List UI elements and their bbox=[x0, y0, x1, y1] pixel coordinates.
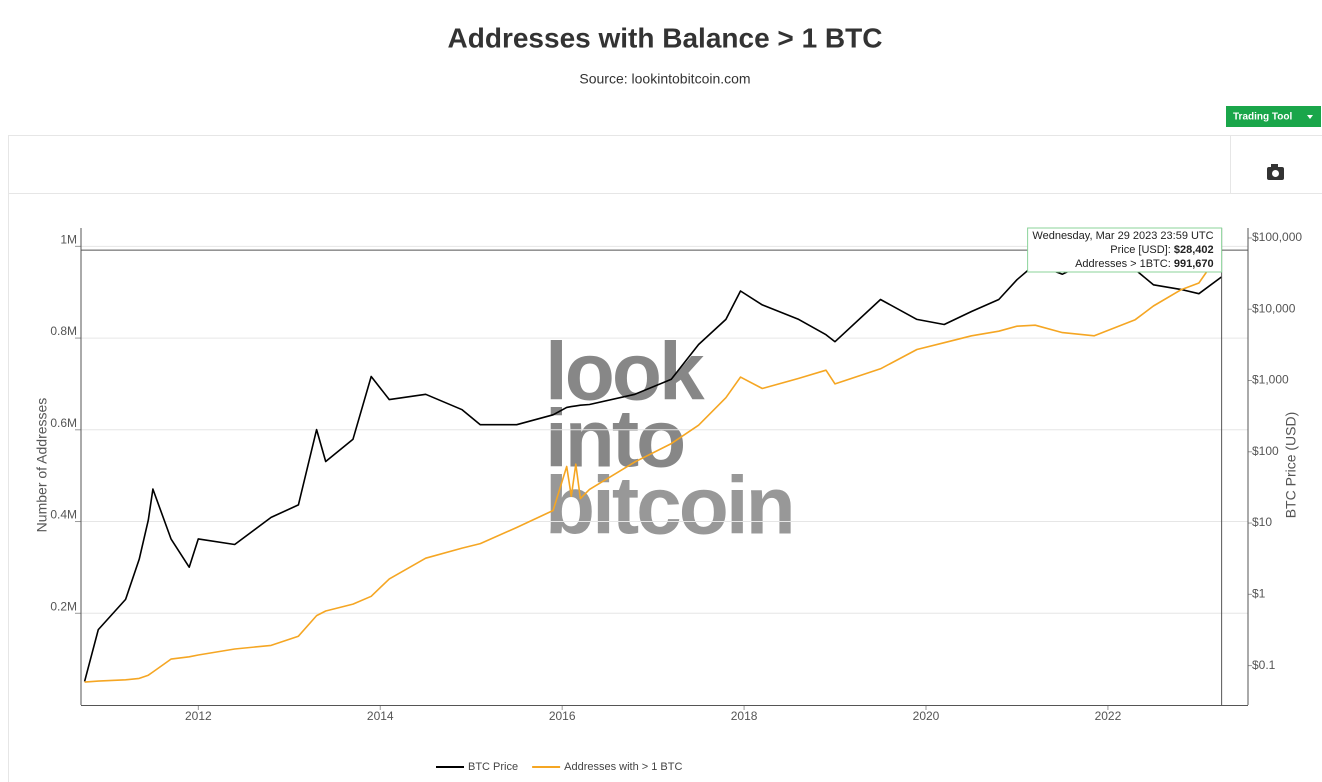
watermark: look bbox=[545, 327, 705, 418]
series-line bbox=[84, 249, 1223, 683]
button-label[interactable]: Trading Tool bbox=[1233, 112, 1292, 123]
watermark: into bbox=[545, 394, 683, 485]
watermark: bitcoin bbox=[545, 461, 793, 552]
y2-tick-label: $10 bbox=[1252, 515, 1272, 529]
subtitle: Source: lookintobitcoin.com bbox=[579, 71, 750, 87]
tooltip-value: 991,670 bbox=[1174, 258, 1214, 270]
camera-top[interactable] bbox=[1271, 164, 1278, 168]
tooltip: Wednesday, Mar 29 2023 23:59 UTC Price [U… bbox=[1027, 227, 1223, 273]
y2-axis-title: BTC Price (USD) bbox=[1283, 412, 1299, 519]
tooltip-value: $28,402 bbox=[1174, 244, 1214, 256]
x-tick-label: 2012 bbox=[185, 709, 212, 723]
y2-tick-label: $0.1 bbox=[1252, 658, 1276, 672]
legend-label: Addresses with > 1 BTC bbox=[564, 761, 682, 773]
y-tick-label: 0.8M bbox=[50, 324, 77, 338]
dropdown-arrow[interactable] bbox=[1307, 115, 1313, 119]
x-tick-label: 2018 bbox=[731, 709, 758, 723]
legend-label: BTC Price bbox=[468, 761, 518, 773]
x-tick-label: 2020 bbox=[913, 709, 940, 723]
x-tick-label: 2016 bbox=[549, 709, 576, 723]
y-tick-label: 0.4M bbox=[50, 508, 77, 522]
x-tick-label: 2022 bbox=[1095, 709, 1122, 723]
y2-tick-label: $100,000 bbox=[1252, 230, 1302, 244]
camera-icon[interactable] bbox=[1267, 164, 1284, 180]
button-bg[interactable] bbox=[1226, 106, 1321, 127]
series-line bbox=[83, 258, 1223, 682]
y-axis-title: Number of Addresses bbox=[34, 398, 50, 533]
tooltip-label: Price [USD]: bbox=[1110, 244, 1171, 256]
y-tick-label: 0.2M bbox=[50, 599, 77, 613]
trading-tool-button[interactable]: Trading Tool bbox=[1226, 106, 1321, 127]
y2-tick-label: $1 bbox=[1252, 586, 1266, 600]
camera-lens[interactable] bbox=[1272, 170, 1279, 177]
panel bbox=[8, 135, 1322, 782]
tooltip-row: Price [USD]: $28,402 bbox=[1110, 244, 1213, 256]
y-tick-label: 1M bbox=[60, 233, 77, 247]
x-tick-label: 2014 bbox=[367, 709, 394, 723]
y2-tick-label: $100 bbox=[1252, 444, 1279, 458]
tooltip-label: Addresses > 1BTC: bbox=[1075, 258, 1171, 270]
y-tick-label: 0.6M bbox=[50, 416, 77, 430]
tooltip-title: Wednesday, Mar 29 2023 23:59 UTC bbox=[1032, 230, 1213, 242]
tooltip-row: Addresses > 1BTC: 991,670 bbox=[1075, 258, 1214, 270]
page-title: Addresses with Balance > 1 BTC bbox=[448, 22, 883, 53]
y2-tick-label: $10,000 bbox=[1252, 301, 1296, 315]
tooltip-box bbox=[1027, 227, 1223, 273]
y2-tick-label: $1,000 bbox=[1252, 373, 1289, 387]
